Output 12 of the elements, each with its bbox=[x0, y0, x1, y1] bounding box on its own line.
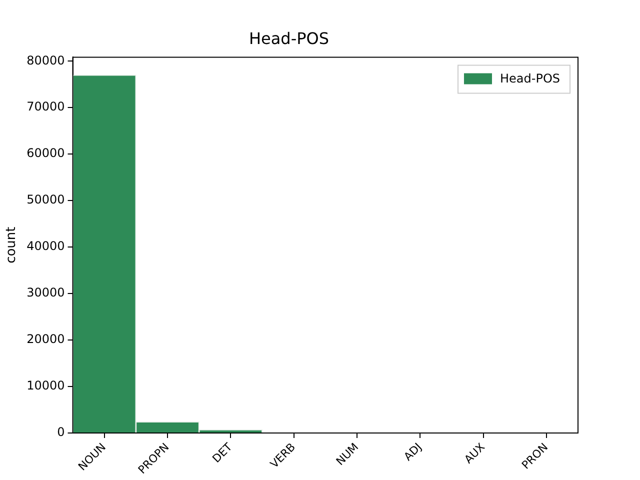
y-tick-label: 40000 bbox=[26, 239, 65, 254]
chart-title: Head-POS bbox=[248, 28, 330, 48]
y-tick-label: 10000 bbox=[26, 378, 65, 393]
y-axis-title: count bbox=[4, 226, 20, 264]
y-tick-label: 80000 bbox=[26, 53, 65, 68]
y-tick-label: 50000 bbox=[26, 192, 65, 207]
y-tick-label: 20000 bbox=[26, 332, 65, 346]
y-tick-label: 0 bbox=[57, 425, 65, 440]
y-tick-label: 70000 bbox=[26, 100, 65, 114]
legend-label: Head-POS bbox=[500, 71, 560, 86]
y-tick-label: 60000 bbox=[26, 146, 65, 160]
y-tick-label: 30000 bbox=[26, 286, 65, 300]
